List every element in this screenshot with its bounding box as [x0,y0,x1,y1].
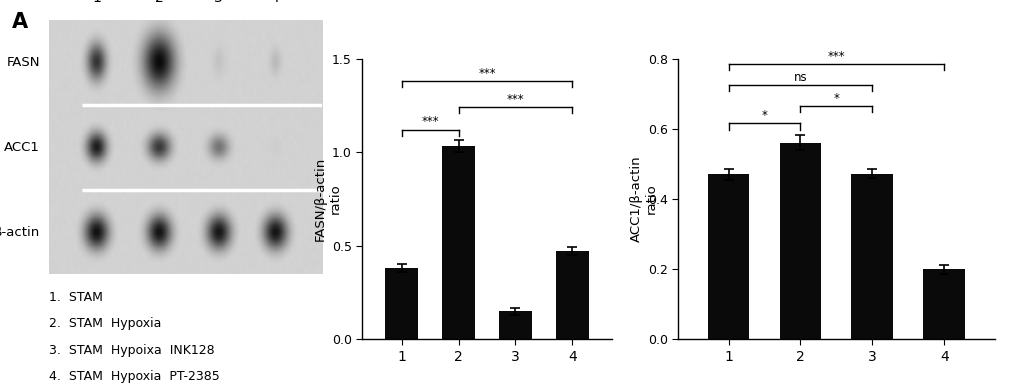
Text: 3.  STAM  Hypoixa  INK128: 3. STAM Hypoixa INK128 [49,344,214,356]
Text: ***: *** [506,93,524,106]
Text: 3: 3 [214,0,222,5]
Text: *: * [761,109,766,122]
Text: 4.  STAM  Hypoxia  PT-2385: 4. STAM Hypoxia PT-2385 [49,370,219,383]
Text: ***: *** [478,67,495,80]
Text: 2.  STAM  Hypoxia: 2. STAM Hypoxia [49,317,161,330]
Text: A: A [12,12,29,32]
Bar [851,174,893,339]
Text: *: * [833,92,839,105]
Text: 4: 4 [270,0,279,5]
Bar [498,311,531,339]
Text: ***: *** [826,50,845,62]
Bar [779,143,820,339]
Bar [442,147,475,339]
Bar [707,174,749,339]
Text: β-actin: β-actin [0,226,40,239]
Bar [385,268,418,339]
Text: FASN: FASN [6,55,40,69]
Bar [555,251,588,339]
Text: 1.  STAM: 1. STAM [49,291,103,303]
Text: ACC1: ACC1 [4,141,40,154]
Text: 1: 1 [92,0,101,5]
Text: 2: 2 [154,0,163,5]
Bar [922,269,964,339]
Y-axis label: ACC1/β-actin
ratio: ACC1/β-actin ratio [629,156,657,242]
Text: ns: ns [793,71,806,83]
Text: ***: *** [421,115,438,128]
Y-axis label: FASN/β-actin
ratio: FASN/β-actin ratio [313,157,341,241]
